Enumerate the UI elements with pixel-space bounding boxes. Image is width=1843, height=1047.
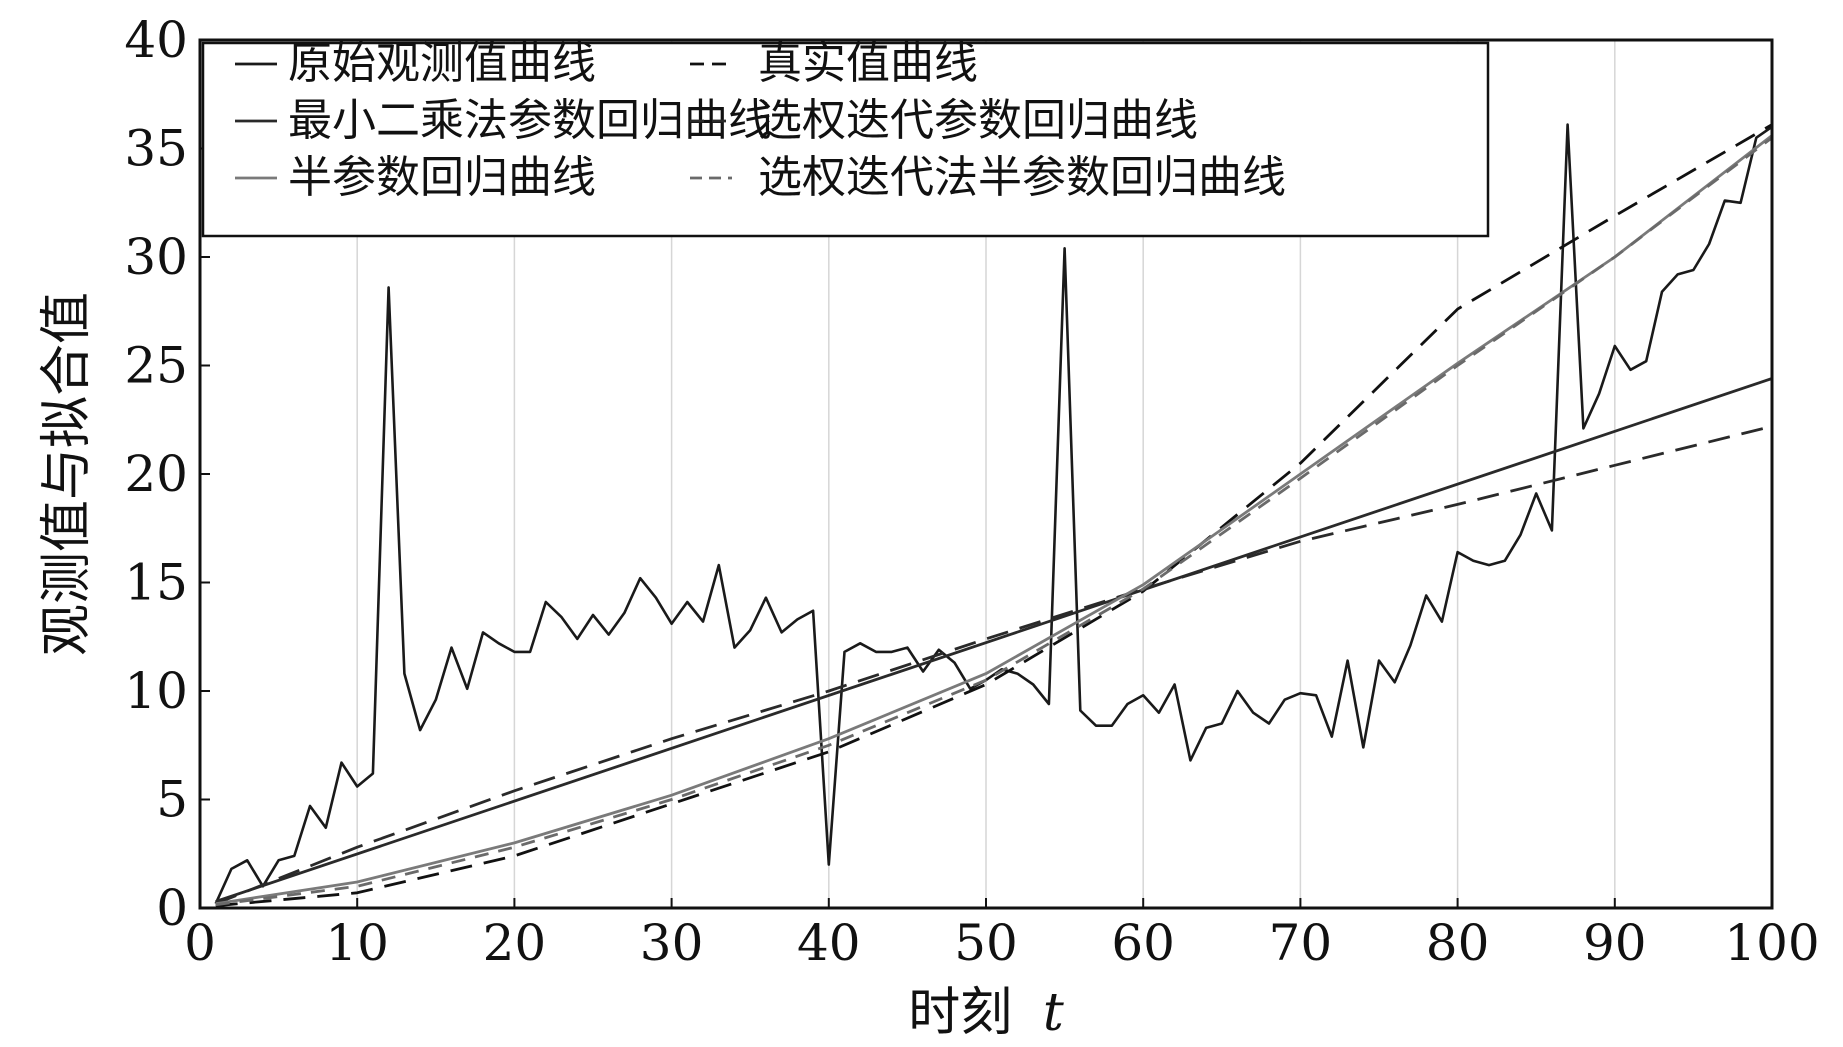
axis-ticks: 0 10 20 30 40 50 60 70 80 90 100 0 5 10 15 20 25 30 35 40 <box>124 11 1819 972</box>
x-tick-label-100: 100 <box>1724 914 1819 972</box>
legend-label-5: 半参数回归曲线 <box>288 152 596 203</box>
x-axis-title: 时刻 t <box>908 983 1064 1043</box>
x-tick-label-80: 80 <box>1426 914 1490 972</box>
y-tick-label-30: 30 <box>124 228 188 286</box>
y-tick-label-0: 0 <box>156 879 188 937</box>
series-line-5 <box>215 134 1773 906</box>
y-tick-label-35: 35 <box>124 120 188 178</box>
series-line-3 <box>215 377 1773 903</box>
y-tick-label-20: 20 <box>124 445 188 503</box>
series-line-2 <box>215 123 1773 908</box>
series-line-6 <box>215 136 1773 907</box>
y-tick-label-10: 10 <box>124 662 188 720</box>
x-axis-title-text: 时刻 <box>908 983 1012 1043</box>
series-line-1 <box>214 123 1773 905</box>
legend-label-4: 选权迭代参数回归曲线 <box>758 95 1198 146</box>
x-tick-label-10: 10 <box>325 914 389 972</box>
x-tick-label-70: 70 <box>1269 914 1333 972</box>
legend-box <box>201 41 1490 238</box>
x-tick-label-20: 20 <box>483 914 547 972</box>
x-tick-label-40: 40 <box>797 914 861 972</box>
x-axis-title-variable: t <box>1043 983 1064 1043</box>
legend-label-6: 选权迭代法半参数回归曲线 <box>758 152 1286 203</box>
y-tick-label-40: 40 <box>124 11 188 69</box>
y-tick-label-15: 15 <box>124 554 188 612</box>
x-tick-label-90: 90 <box>1583 914 1647 972</box>
x-tick-label-30: 30 <box>640 914 704 972</box>
legend-label-2: 真实值曲线 <box>758 38 978 89</box>
x-tick-label-60: 60 <box>1111 914 1175 972</box>
y-axis-title: 观测值与拟合值 <box>37 292 97 656</box>
x-tick-label-0: 0 <box>184 914 216 972</box>
legend: 原始观测值曲线 真实值曲线最小二乘法参数回归曲线选权迭代参数回归曲线半参数回归曲线… <box>201 38 1490 238</box>
x-tick-label-50: 50 <box>954 914 1018 972</box>
legend-label-1: 原始观测值曲线 <box>288 38 596 89</box>
y-tick-label-25: 25 <box>124 337 188 395</box>
y-tick-label-5: 5 <box>156 771 188 829</box>
series-group <box>214 123 1773 908</box>
